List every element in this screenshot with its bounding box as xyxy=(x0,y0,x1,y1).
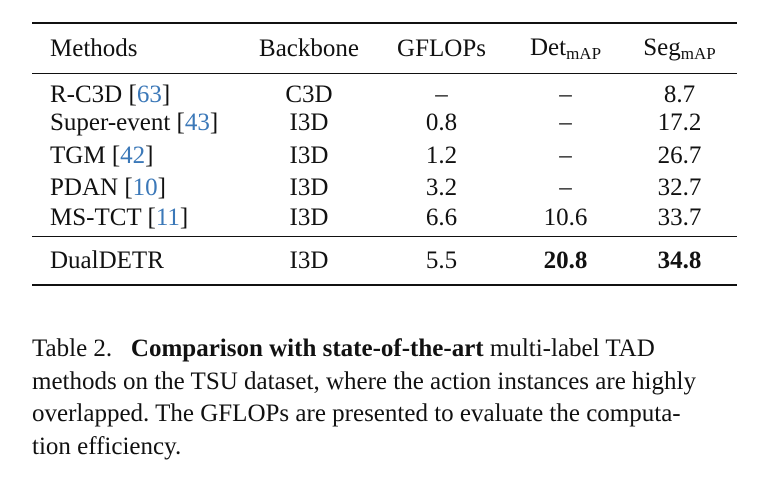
header-det-map: DetmAP xyxy=(509,22,622,74)
backbone-cell: I3D xyxy=(289,141,329,169)
method-name: Super-event xyxy=(50,109,171,137)
citation-open: [ xyxy=(118,174,133,202)
results-table-container: Methods Backbone GFLOPs DetmAP SegmAP R-… xyxy=(32,22,737,286)
header-seg-map: SegmAP xyxy=(622,22,737,74)
det-map-cell: – xyxy=(559,109,572,137)
backbone-cell: I3D xyxy=(244,236,374,286)
citation-link[interactable]: 43 xyxy=(184,109,210,137)
method-cell: R-C3D [63] xyxy=(32,73,244,107)
table-row-ours: DualDETR I3D 5.5 20.8 34.8 xyxy=(32,236,737,286)
backbone-cell: C3D xyxy=(285,80,333,108)
header-gflops: GFLOPs xyxy=(374,22,509,74)
method-name: MS-TCT xyxy=(50,203,142,231)
seg-map-cell: 32.7 xyxy=(657,174,702,202)
gflops-cell: 6.6 xyxy=(425,203,458,231)
method-name: TGM xyxy=(50,141,106,169)
citation-link[interactable]: 11 xyxy=(155,203,180,231)
caption-line: methods on the TSU dataset, where the ac… xyxy=(32,367,696,395)
backbone-cell: I3D xyxy=(289,174,329,202)
comparison-table: Methods Backbone GFLOPs DetmAP SegmAP R-… xyxy=(32,22,737,286)
gflops-cell: – xyxy=(435,80,448,108)
method-cell: Super-event [43] xyxy=(32,107,244,140)
citation-close: ] xyxy=(157,174,166,202)
method-name: PDAN xyxy=(50,174,119,202)
header-backbone: Backbone xyxy=(244,22,374,74)
table-row: TGM [42] I3D 1.2 – 26.7 xyxy=(32,139,737,172)
table-header-row: Methods Backbone GFLOPs DetmAP SegmAP xyxy=(32,22,737,74)
caption-line: overlapped. The GFLOPs are presented to … xyxy=(32,400,681,427)
gflops-cell: 5.5 xyxy=(374,236,509,286)
citation-close: ] xyxy=(145,141,154,169)
citation-link[interactable]: 10 xyxy=(132,174,158,202)
seg-map-cell: 33.7 xyxy=(657,203,702,231)
caption-line: Table 2. Comparison with state-of-the-ar… xyxy=(32,333,740,366)
header-methods: Methods xyxy=(32,22,244,74)
citation-link[interactable]: 42 xyxy=(120,141,146,169)
gflops-cell: 0.8 xyxy=(425,109,458,137)
gflops-cell: 3.2 xyxy=(425,174,458,202)
citation-open: [ xyxy=(122,80,137,108)
backbone-cell: I3D xyxy=(289,109,329,137)
caption-line: tion efficiency. xyxy=(32,432,182,460)
det-map-cell-best: 20.8 xyxy=(509,236,622,286)
citation-link[interactable]: 63 xyxy=(136,80,162,108)
method-cell: PDAN [10] xyxy=(32,172,244,205)
caption-text: multi-label TAD xyxy=(489,335,655,362)
method-cell: MS-TCT [11] xyxy=(32,204,244,237)
seg-map-cell: 26.7 xyxy=(657,141,702,169)
det-map-cell: 10.6 xyxy=(543,203,588,231)
seg-map-cell-best: 34.8 xyxy=(622,236,737,286)
table-row: MS-TCT [11] I3D 6.6 10.6 33.7 xyxy=(32,204,737,237)
citation-close: ] xyxy=(209,109,219,137)
header-seg-main: Seg xyxy=(643,33,681,61)
header-seg-sub: mAP xyxy=(680,43,716,63)
citation-close: ] xyxy=(179,203,189,231)
citation-open: [ xyxy=(170,109,185,137)
citation-open: [ xyxy=(141,203,156,231)
header-det-main: Det xyxy=(529,33,567,61)
ours-body: DualDETR I3D 5.5 20.8 34.8 xyxy=(32,236,737,286)
table-row: R-C3D [63] C3D – – 8.7 xyxy=(32,73,737,107)
table-row: Super-event [43] I3D 0.8 – 17.2 xyxy=(32,107,737,140)
method-name: R-C3D xyxy=(50,80,123,108)
table-caption: Table 2. Comparison with state-of-the-ar… xyxy=(32,333,740,463)
gflops-cell: 1.2 xyxy=(425,141,458,169)
table-row: PDAN [10] I3D 3.2 – 32.7 xyxy=(32,172,737,205)
seg-map-cell: 8.7 xyxy=(663,80,696,108)
citation-close: ] xyxy=(161,80,171,108)
citation-open: [ xyxy=(105,141,121,169)
seg-map-cell: 17.2 xyxy=(657,109,702,137)
det-map-cell: – xyxy=(559,80,572,108)
caption-label: Table 2. xyxy=(32,335,113,362)
backbone-cell: I3D xyxy=(289,203,329,231)
method-cell: TGM [42] xyxy=(32,139,244,172)
det-map-cell: – xyxy=(559,174,572,202)
method-cell: DualDETR xyxy=(32,236,244,286)
header-det-sub: mAP xyxy=(566,43,602,63)
caption-bold-title: Comparison with state-of-the-art xyxy=(130,335,484,362)
det-map-cell: – xyxy=(559,141,572,169)
table-body: R-C3D [63] C3D – – 8.7 Super-event [43] … xyxy=(32,73,737,237)
